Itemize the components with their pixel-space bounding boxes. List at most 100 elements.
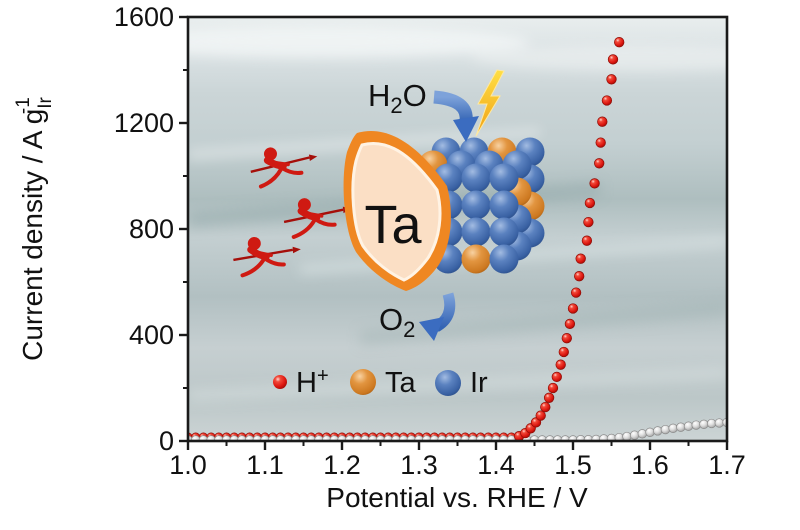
shield-label: Ta <box>364 195 422 255</box>
red-data-point <box>583 216 594 228</box>
spear-tip-icon <box>308 154 318 161</box>
series-gray <box>188 417 727 441</box>
plot-frame <box>186 15 729 443</box>
red-data-point <box>564 318 576 330</box>
attacker-body <box>297 207 321 221</box>
gray-data-point <box>645 427 655 437</box>
gray-data-point <box>699 419 709 429</box>
legend-marker <box>435 370 461 396</box>
wave-shadow <box>360 300 727 346</box>
ir-atom-sphere <box>461 163 491 193</box>
red-data-point <box>567 303 579 314</box>
catalyst-illustration: Ta H2O O2 <box>233 69 545 342</box>
legend-label: Ir <box>470 367 488 399</box>
wave-foam <box>188 26 530 58</box>
gray-data-point <box>660 424 671 435</box>
gray-data-point <box>691 420 701 430</box>
series-red <box>513 37 625 441</box>
spear-tip-icon <box>292 246 301 254</box>
shield-face <box>351 142 442 282</box>
wave-foam <box>470 45 727 71</box>
y-tick-label: 0 <box>159 426 174 456</box>
red-data-point <box>570 287 582 298</box>
red-data-point <box>543 392 555 403</box>
gray-data-point <box>683 421 694 431</box>
y-tick-label: 400 <box>129 320 174 350</box>
legend-marker <box>273 375 287 389</box>
attacker-arm <box>271 160 290 167</box>
ir-ta-nanoparticle-cube <box>405 137 545 274</box>
legend-marker <box>350 369 376 395</box>
red-data-point <box>601 95 613 106</box>
red-data-point <box>574 271 585 282</box>
ir-atom-sphere <box>461 190 491 220</box>
red-data-point <box>614 37 625 48</box>
red-data-point <box>589 178 600 189</box>
gray-data-point <box>714 418 724 428</box>
attacker-leg <box>263 256 286 267</box>
ir-atom-sphere <box>461 217 491 247</box>
attacker-arm <box>255 250 273 258</box>
red-data-point <box>597 116 608 127</box>
x-axis-title: Potential vs. RHE / V <box>326 482 588 513</box>
legend-item: Ir <box>435 367 488 399</box>
red-data-point <box>555 359 566 370</box>
red-data-point <box>595 137 606 148</box>
ta-shield: Ta <box>343 130 451 291</box>
attacker-figure-icon <box>250 147 318 189</box>
attacker-body <box>247 246 270 261</box>
gray-data-point <box>591 434 601 441</box>
gray-data-point <box>622 431 632 441</box>
attacker-body <box>263 156 287 170</box>
water-inflow-arrow-icon <box>433 90 479 142</box>
red-data-point <box>535 410 546 421</box>
gray-data-point <box>706 418 717 429</box>
legend-label: Ta <box>385 367 417 399</box>
ir-atom-sphere <box>489 163 519 193</box>
attacker-figure-icon <box>233 236 301 278</box>
red-data-point <box>575 253 586 264</box>
y-tick-label: 800 <box>129 214 174 244</box>
y-tick-label: 1200 <box>114 108 174 138</box>
gray-data-point <box>668 423 678 433</box>
y-tick-label: 1600 <box>114 2 174 32</box>
ir-atom-sphere <box>489 190 519 220</box>
attacker-leg <box>314 217 337 227</box>
gray-data-point <box>653 426 663 436</box>
gray-data-point <box>629 430 640 440</box>
attacker-leg <box>240 257 266 278</box>
legend-item: Ta <box>350 367 417 399</box>
attacker-leg <box>280 166 304 176</box>
red-data-point <box>607 54 619 65</box>
red-data-point <box>584 197 596 209</box>
axes: 1.0 1.1 1.2 1.3 1.4 1.5 1.6 1.7 0 400 800 1200 1600 <box>114 2 746 480</box>
gray-data-point <box>637 429 647 439</box>
x-tick-label: 1.2 <box>323 450 361 480</box>
x-tick-label: 1.7 <box>708 450 746 480</box>
red-data-point <box>606 74 617 85</box>
x-tick-label: 1.0 <box>169 450 207 480</box>
red-data-point <box>594 158 605 169</box>
proton-attackers <box>233 147 352 278</box>
red-data-point <box>581 235 593 246</box>
lightning-icon <box>475 69 505 137</box>
red-data-point <box>547 382 559 394</box>
attacker-leg <box>258 167 283 189</box>
red-data-point <box>558 346 569 358</box>
x-tick-label: 1.6 <box>631 450 669 480</box>
gray-data-point <box>676 422 686 432</box>
red-data-point <box>551 371 562 383</box>
attacker-figure-icon <box>283 198 352 239</box>
ir-atom-sphere <box>489 217 519 247</box>
red-data-point <box>540 401 551 413</box>
x-tick-label: 1.1 <box>246 450 284 480</box>
x-tick-label: 1.5 <box>554 450 592 480</box>
red-data-point <box>561 333 572 344</box>
y-axis-title: Current density / A gIr-1 <box>13 96 56 360</box>
oxygen-outflow-arrow-icon <box>419 292 456 341</box>
data-series-layer <box>188 37 727 441</box>
ta-atom-sphere <box>461 244 491 274</box>
ir-atom-sphere <box>489 244 519 274</box>
